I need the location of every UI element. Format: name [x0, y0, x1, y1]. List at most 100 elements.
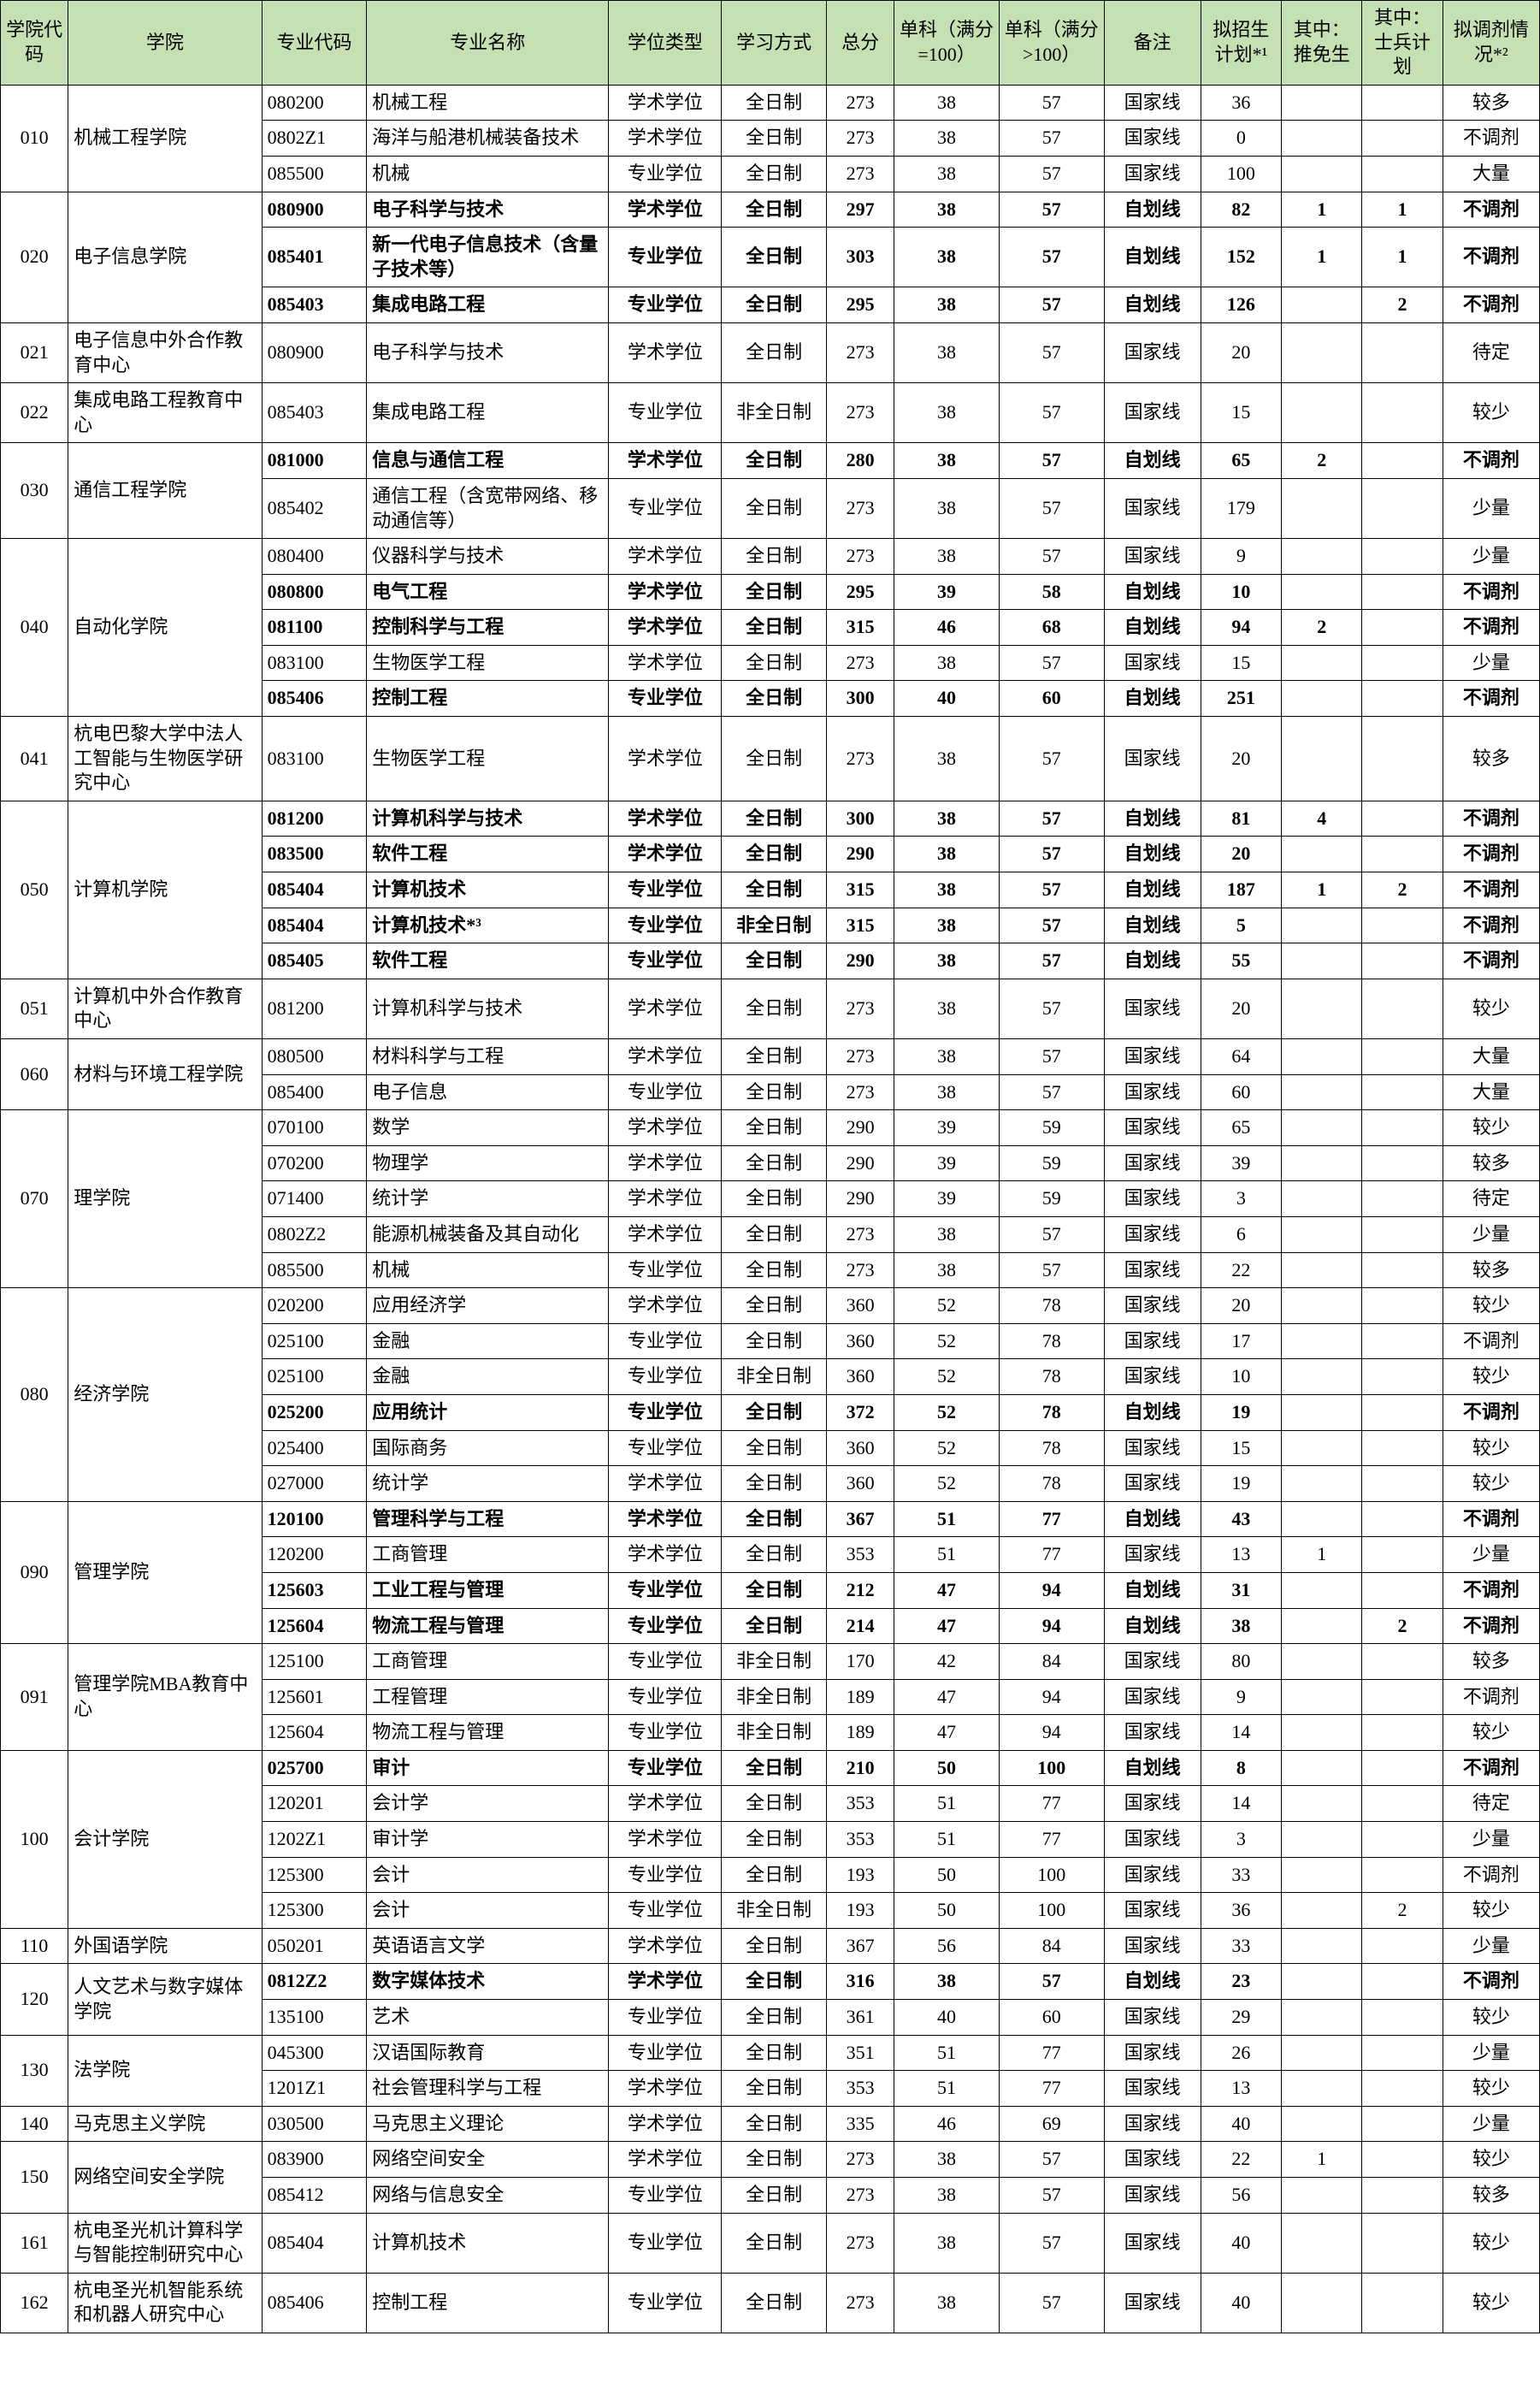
cell-major-name: 工程管理 [367, 1679, 609, 1715]
cell-total: 361 [827, 2000, 894, 2036]
cell-remark: 自划线 [1104, 908, 1201, 943]
cell-adj: 少量 [1443, 645, 1539, 681]
cell-major-name: 物理学 [367, 1145, 609, 1181]
cell-adj: 待定 [1443, 1786, 1539, 1822]
cell-degree-type: 专业学位 [609, 943, 722, 979]
cell-major-name: 网络空间安全 [367, 2142, 609, 2178]
cell-single-le100: 51 [894, 2071, 1000, 2107]
cell-sb [1362, 1039, 1443, 1075]
cell-major-name: 金融 [367, 1359, 609, 1395]
cell-single-gt100: 60 [999, 2000, 1104, 2036]
cell-sb [1362, 1964, 1443, 2000]
cell-plan: 40 [1201, 2106, 1281, 2142]
cell-rec [1282, 645, 1362, 681]
cell-total: 335 [827, 2106, 894, 2142]
cell-adj: 不调剂 [1443, 1608, 1539, 1644]
cell-remark: 国家线 [1104, 2000, 1201, 2036]
cell-sb [1362, 645, 1443, 681]
cell-single-gt100: 57 [999, 2213, 1104, 2273]
cell-college: 杭电圣光机智能系统和机器人研究中心 [68, 2273, 262, 2333]
cell-rec: 1 [1282, 2142, 1362, 2178]
cell-remark: 国家线 [1104, 2213, 1201, 2273]
cell-single-le100: 39 [894, 1110, 1000, 1146]
cell-degree-type: 专业学位 [609, 1608, 722, 1644]
cell-rec [1282, 1181, 1362, 1217]
cell-major-code: 135100 [262, 2000, 367, 2036]
cell-college-code: 140 [1, 2106, 68, 2142]
cell-plan: 15 [1201, 1430, 1281, 1466]
cell-adj: 较多 [1443, 1644, 1539, 1680]
cell-sb [1362, 717, 1443, 801]
cell-adj: 少量 [1443, 539, 1539, 575]
cell-remark: 自划线 [1104, 1964, 1201, 2000]
cell-adj: 较少 [1443, 383, 1539, 443]
cell-adj: 大量 [1443, 156, 1539, 192]
cell-single-gt100: 57 [999, 1039, 1104, 1075]
cell-single-le100: 50 [894, 1893, 1000, 1929]
cell-study-mode: 全日制 [722, 2071, 827, 2107]
cell-study-mode: 全日制 [722, 943, 827, 979]
cell-degree-type: 学术学位 [609, 192, 722, 228]
th-remark: 备注 [1104, 1, 1201, 86]
cell-adj: 较少 [1443, 2000, 1539, 2036]
cell-adj: 不调剂 [1443, 192, 1539, 228]
cell-major-name: 工业工程与管理 [367, 1572, 609, 1608]
cell-sb [1362, 681, 1443, 717]
cell-rec [1282, 1928, 1362, 1964]
cell-degree-type: 学术学位 [609, 85, 722, 121]
cell-remark: 国家线 [1104, 979, 1201, 1038]
cell-single-gt100: 94 [999, 1679, 1104, 1715]
cell-major-code: 083500 [262, 837, 367, 872]
cell-major-code: 0802Z2 [262, 1216, 367, 1252]
cell-college-code: 041 [1, 717, 68, 801]
cell-college-code: 100 [1, 1750, 68, 1928]
cell-rec [1282, 478, 1362, 538]
cell-rec [1282, 1394, 1362, 1430]
cell-college-code: 120 [1, 1964, 68, 2035]
cell-major-name: 英语语言文学 [367, 1928, 609, 1964]
cell-single-gt100: 94 [999, 1715, 1104, 1751]
cell-sb [1362, 383, 1443, 443]
cell-single-le100: 38 [894, 121, 1000, 157]
cell-rec [1282, 1074, 1362, 1110]
cell-total: 170 [827, 1644, 894, 1680]
cell-degree-type: 专业学位 [609, 1715, 722, 1751]
cell-degree-type: 学术学位 [609, 610, 722, 646]
cell-sb [1362, 1430, 1443, 1466]
cell-single-le100: 38 [894, 1074, 1000, 1110]
cell-rec [1282, 1893, 1362, 1929]
cell-major-code: 070200 [262, 1145, 367, 1181]
cell-adj: 较多 [1443, 2178, 1539, 2214]
cell-sb [1362, 1110, 1443, 1146]
cell-plan: 10 [1201, 574, 1281, 610]
cell-remark: 国家线 [1104, 1110, 1201, 1146]
th-adj: 拟调剂情况*² [1443, 1, 1539, 86]
cell-rec [1282, 156, 1362, 192]
cell-total: 290 [827, 1110, 894, 1146]
cell-adj: 不调剂 [1443, 287, 1539, 323]
cell-study-mode: 全日制 [722, 1039, 827, 1075]
cell-sb [1362, 610, 1443, 646]
cell-major-name: 物流工程与管理 [367, 1608, 609, 1644]
cell-major-name: 控制工程 [367, 2273, 609, 2333]
cell-single-le100: 47 [894, 1715, 1000, 1751]
cell-major-name: 汉语国际教育 [367, 2035, 609, 2071]
cell-rec [1282, 681, 1362, 717]
cell-college-code: 010 [1, 85, 68, 192]
cell-sb [1362, 1750, 1443, 1786]
cell-plan: 10 [1201, 1359, 1281, 1395]
cell-adj: 较少 [1443, 1466, 1539, 1502]
cell-study-mode: 全日制 [722, 1181, 827, 1217]
cell-adj: 少量 [1443, 2106, 1539, 2142]
cell-total: 273 [827, 383, 894, 443]
cell-major-code: 125601 [262, 1679, 367, 1715]
cell-total: 353 [827, 1537, 894, 1573]
cell-degree-type: 专业学位 [609, 1074, 722, 1110]
cell-rec [1282, 121, 1362, 157]
th-total: 总分 [827, 1, 894, 86]
cell-total: 351 [827, 2035, 894, 2071]
cell-major-code: 081200 [262, 979, 367, 1038]
cell-remark: 自划线 [1104, 872, 1201, 908]
cell-degree-type: 学术学位 [609, 1928, 722, 1964]
cell-degree-type: 专业学位 [609, 1430, 722, 1466]
